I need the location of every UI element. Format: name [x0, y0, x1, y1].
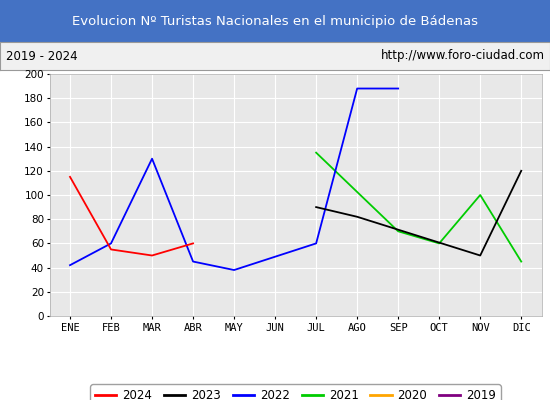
Legend: 2024, 2023, 2022, 2021, 2020, 2019: 2024, 2023, 2022, 2021, 2020, 2019	[90, 384, 501, 400]
Text: http://www.foro-ciudad.com: http://www.foro-ciudad.com	[381, 50, 544, 62]
Text: 2019 - 2024: 2019 - 2024	[6, 50, 77, 62]
Text: Evolucion Nº Turistas Nacionales en el municipio de Bádenas: Evolucion Nº Turistas Nacionales en el m…	[72, 14, 478, 28]
